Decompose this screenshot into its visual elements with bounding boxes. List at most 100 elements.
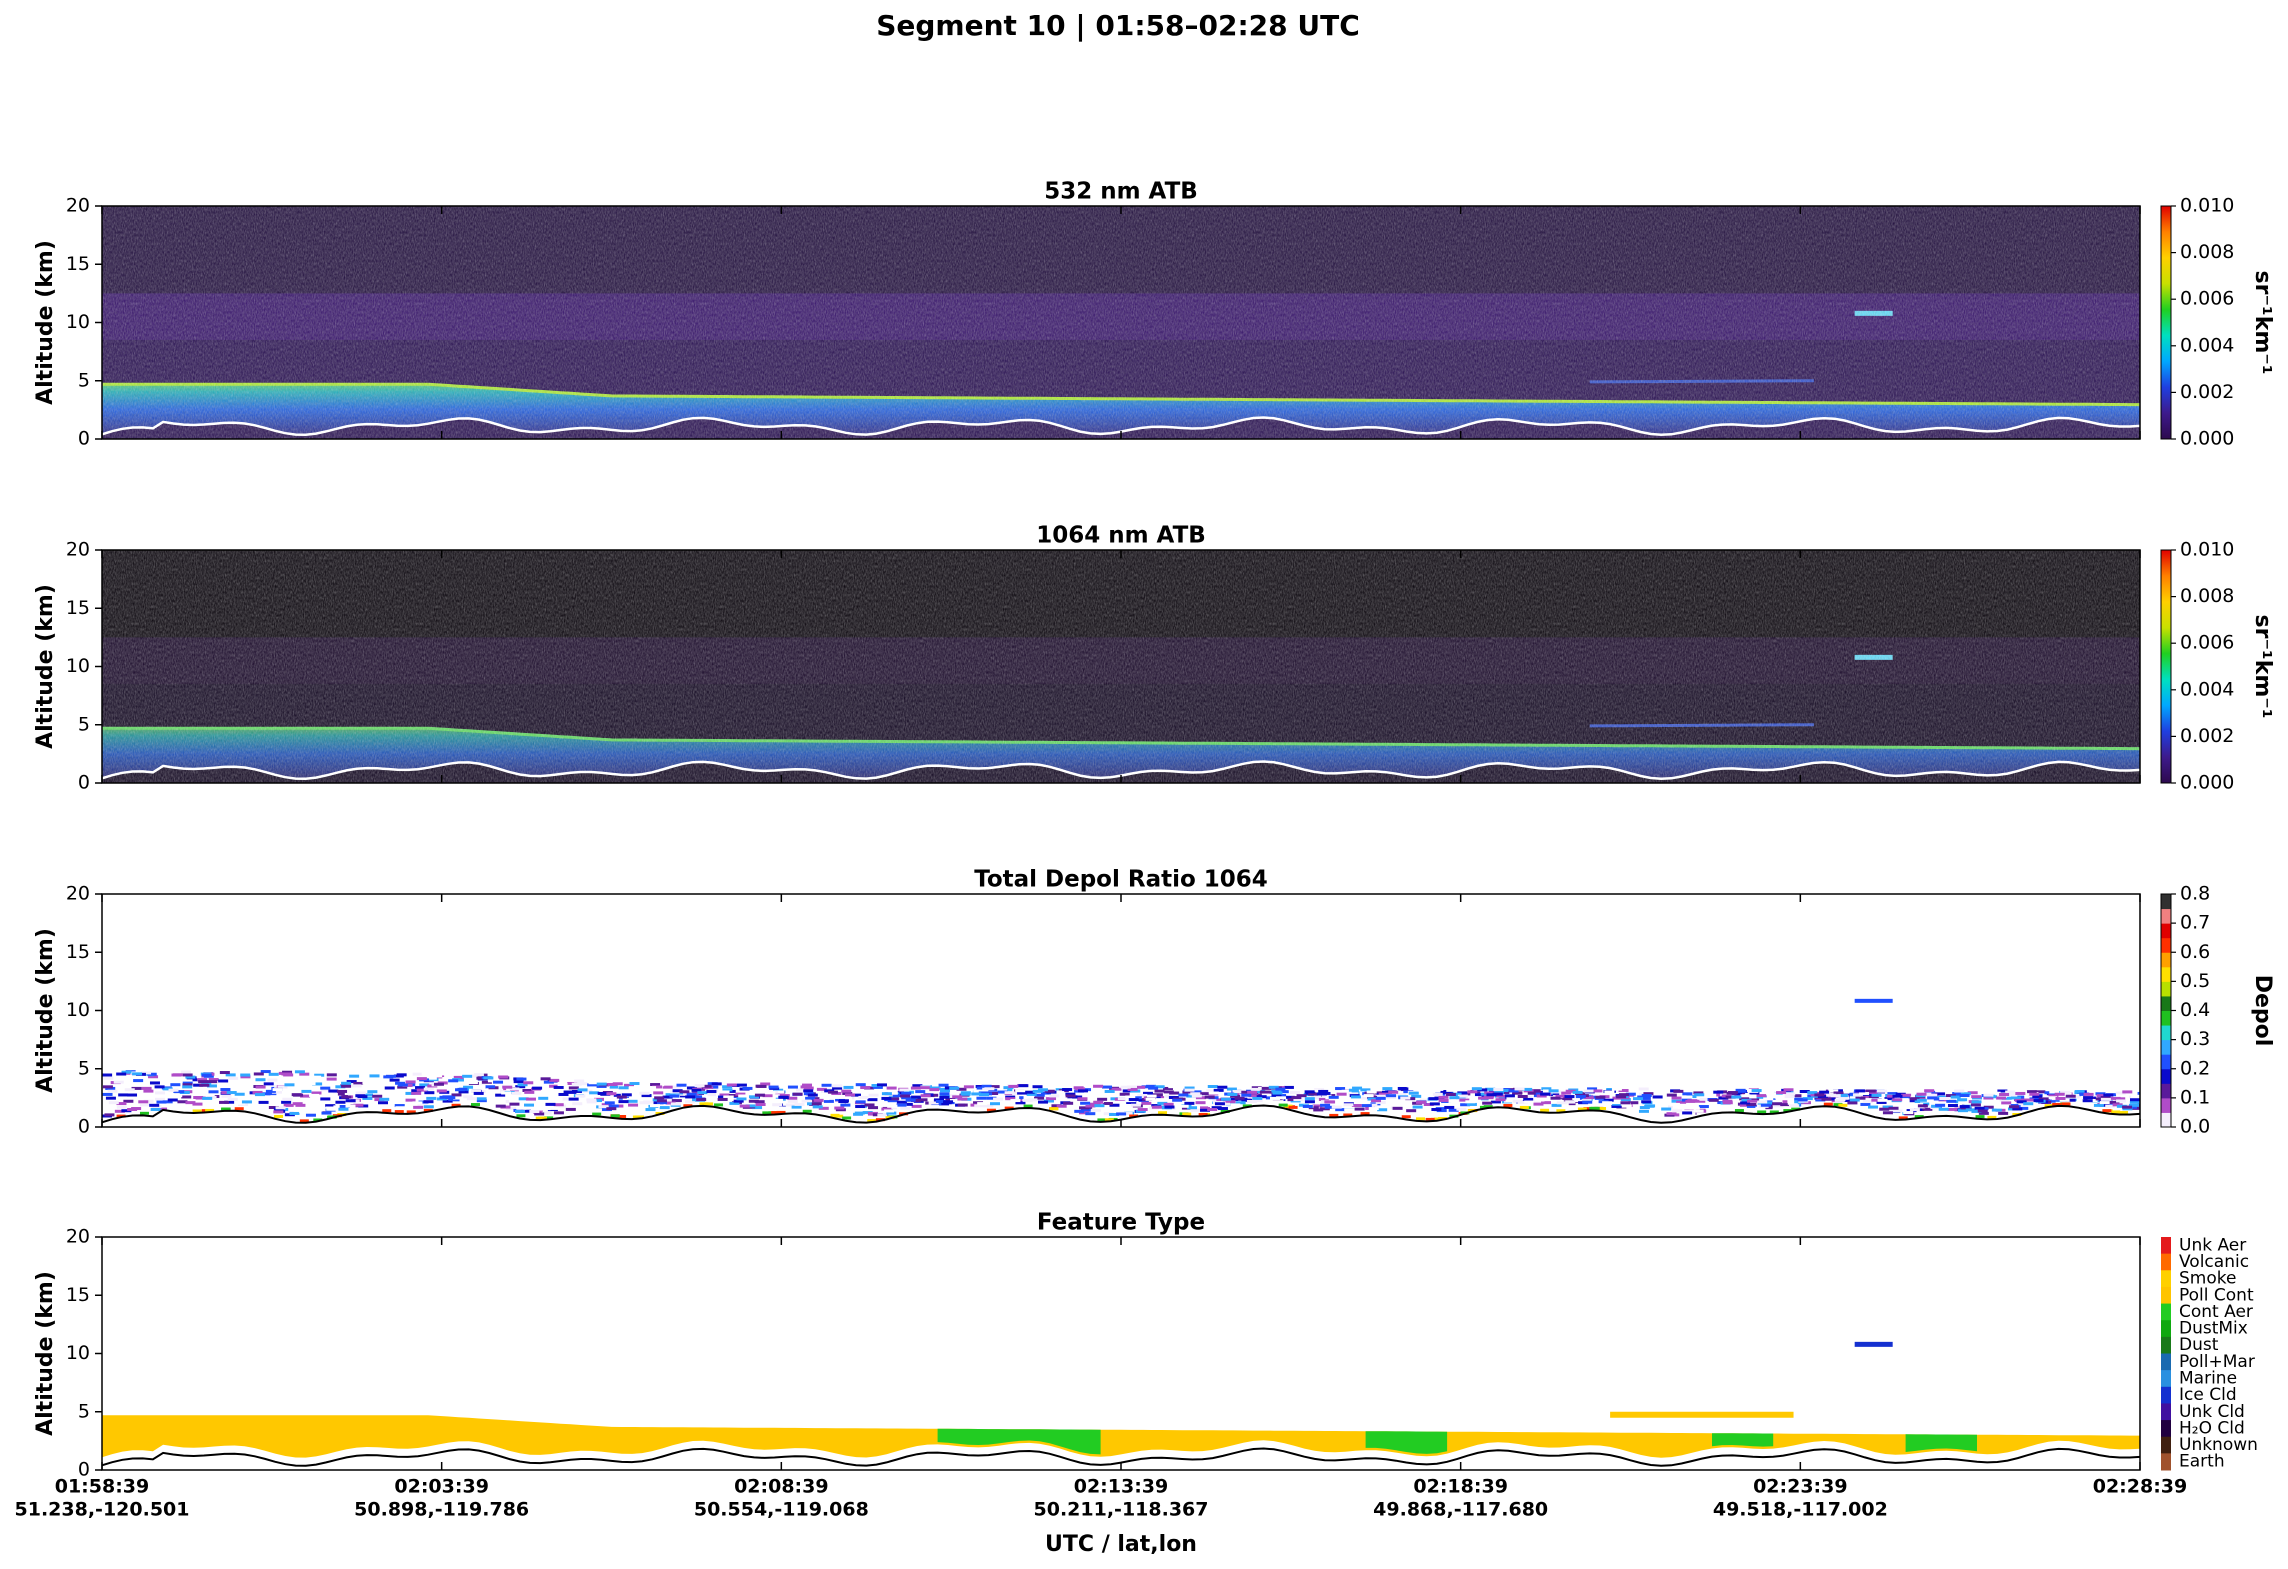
depol-cell bbox=[2033, 1099, 2044, 1103]
depol-cell bbox=[613, 1093, 624, 1097]
depol-cell bbox=[102, 1085, 113, 1089]
depol-cell bbox=[1195, 1096, 1206, 1100]
depol-cell bbox=[272, 1088, 283, 1092]
depol-cell bbox=[320, 1097, 331, 1101]
colorbar-swatch bbox=[2161, 1286, 2171, 1305]
depol-cell bbox=[1097, 1118, 1107, 1122]
colorbar-tick-label: 0.2 bbox=[2180, 1057, 2210, 1079]
depol-cell bbox=[138, 1100, 149, 1104]
depol-cell bbox=[275, 1106, 286, 1110]
depol-cell bbox=[141, 1086, 152, 1090]
depol-cell bbox=[1533, 1102, 1544, 1106]
colorbar-swatch bbox=[2161, 937, 2171, 953]
depol-cell bbox=[1947, 1107, 1958, 1111]
depol-cell bbox=[1814, 1093, 1825, 1097]
depol-cell bbox=[476, 1099, 487, 1103]
depol-cell bbox=[349, 1074, 360, 1078]
depol-cell bbox=[1181, 1106, 1192, 1110]
depol-cell bbox=[1477, 1088, 1488, 1092]
depol-cell bbox=[886, 1111, 897, 1115]
depol-cell bbox=[524, 1090, 535, 1094]
depol-cell bbox=[1847, 1101, 1858, 1105]
depol-cell bbox=[1612, 1102, 1623, 1106]
colorbar-category: Cont Aer bbox=[2179, 1302, 2253, 1322]
depol-cell bbox=[957, 1097, 968, 1101]
colorbar-tick-label: 0.4 bbox=[2180, 999, 2210, 1021]
depol-cell bbox=[182, 1081, 193, 1085]
depol-cell bbox=[1799, 1090, 1810, 1094]
depol-cell bbox=[1104, 1089, 1115, 1093]
depol-cell bbox=[917, 1095, 928, 1099]
depol-cell bbox=[463, 1085, 474, 1089]
colorbar-tick-label: 0.0 bbox=[2180, 1116, 2210, 1138]
depol-cell bbox=[543, 1080, 554, 1084]
depol-cell bbox=[458, 1090, 469, 1094]
depol-cell bbox=[1876, 1089, 1887, 1093]
depol-cell bbox=[1363, 1094, 1374, 1098]
depol-cell bbox=[328, 1089, 339, 1093]
depol-cell bbox=[266, 1092, 277, 1096]
depol-cell bbox=[1938, 1107, 1949, 1111]
depol-cell bbox=[1386, 1096, 1397, 1100]
depol-cell bbox=[842, 1116, 852, 1120]
depol-cell bbox=[353, 1103, 364, 1107]
depol-cell bbox=[1486, 1093, 1497, 1097]
depol-cell bbox=[1037, 1088, 1048, 1092]
depol-cell bbox=[876, 1083, 887, 1087]
depol-cell bbox=[1838, 1103, 1848, 1107]
depol-cell bbox=[1172, 1098, 1183, 1102]
depol-cell bbox=[1221, 1097, 1232, 1101]
depol-cell bbox=[1757, 1110, 1767, 1114]
depol-cell bbox=[2061, 1092, 2072, 1096]
depol-cell bbox=[311, 1091, 322, 1095]
depol-cell bbox=[1440, 1090, 1451, 1094]
depol-cell bbox=[346, 1080, 357, 1084]
depol-cell bbox=[1367, 1103, 1378, 1107]
depol-cell bbox=[1157, 1101, 1168, 1105]
depol-cell bbox=[1909, 1108, 1920, 1112]
depol-cell bbox=[221, 1107, 231, 1111]
depol-cell bbox=[436, 1097, 447, 1101]
depol-cell bbox=[1103, 1112, 1114, 1116]
image bbox=[102, 206, 2140, 439]
depol-cell bbox=[1126, 1085, 1137, 1089]
y-tick-label: 10 bbox=[66, 311, 90, 333]
depol-cell bbox=[1975, 1115, 1985, 1119]
depol-cell bbox=[513, 1080, 524, 1084]
depol-cell bbox=[292, 1102, 303, 1106]
depol-cell bbox=[1163, 1090, 1174, 1094]
depol-cell bbox=[1080, 1108, 1091, 1112]
depol-cell bbox=[321, 1069, 332, 1073]
depol-cell bbox=[645, 1108, 656, 1112]
depol-cell bbox=[1676, 1100, 1687, 1104]
depol-cell bbox=[1184, 1088, 1195, 1092]
depol-cell bbox=[939, 1089, 950, 1093]
depol-cell bbox=[896, 1103, 907, 1107]
y-tick-label: 0 bbox=[78, 772, 90, 794]
depol-cell bbox=[218, 1079, 229, 1083]
depol-cell bbox=[313, 1118, 323, 1122]
depol-cell bbox=[141, 1071, 152, 1075]
depol-cell bbox=[1933, 1097, 1944, 1101]
depol-cell bbox=[1252, 1099, 1263, 1103]
depol-cell bbox=[182, 1083, 193, 1087]
depol-cell bbox=[1871, 1098, 1882, 1102]
colorbar-tick-label: 0.004 bbox=[2180, 678, 2234, 700]
depol-cell bbox=[1004, 1091, 1015, 1095]
depol-cell bbox=[1190, 1092, 1201, 1096]
depol-cell bbox=[1361, 1104, 1372, 1108]
depol-cell bbox=[1735, 1088, 1746, 1092]
depol-cell bbox=[586, 1100, 597, 1104]
colorbar-tick-label: 0.008 bbox=[2180, 585, 2234, 607]
depol-cell bbox=[1915, 1094, 1926, 1098]
depol-cell bbox=[1958, 1101, 1969, 1105]
depol-cell bbox=[298, 1109, 309, 1113]
depol-cell bbox=[1125, 1095, 1136, 1099]
depol-cell bbox=[1109, 1103, 1120, 1107]
depol-cell bbox=[872, 1085, 883, 1089]
depol-cell bbox=[219, 1100, 230, 1104]
depol-cell bbox=[2116, 1099, 2127, 1103]
depol-cell bbox=[2054, 1092, 2065, 1096]
depol-cell bbox=[522, 1088, 533, 1092]
depol-cell bbox=[283, 1073, 294, 1077]
